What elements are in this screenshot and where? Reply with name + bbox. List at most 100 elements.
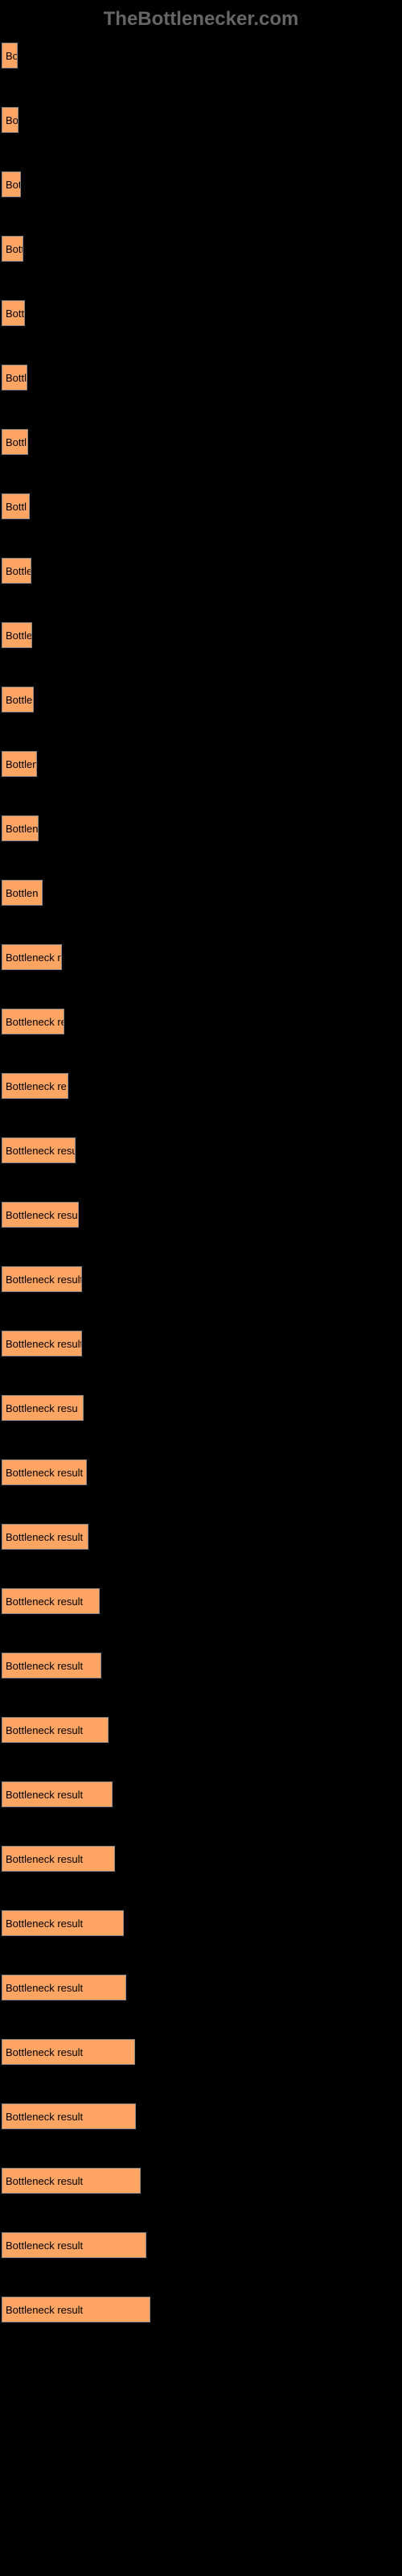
bar: Bottleneck result	[2, 1266, 82, 1292]
bar-row: Bottleneck result	[0, 1202, 402, 1228]
bar: Bottl	[2, 429, 28, 455]
bar-row: Bottle	[0, 558, 402, 584]
bar-label: Bottleneck r	[6, 952, 61, 964]
bar: Bottleneck result	[2, 2103, 136, 2129]
bar-row: Bottlen	[0, 880, 402, 906]
bar: Bottl	[2, 365, 27, 390]
bar: Bottleneck result	[2, 2297, 150, 2322]
bar-row: Bottleneck result	[0, 1975, 402, 2000]
bar-row: Bottleneck result	[0, 2039, 402, 2065]
bar: Bot	[2, 171, 21, 197]
site-title: TheBottlenecker.com	[104, 8, 299, 30]
bar: Bottleneck result	[2, 2039, 135, 2065]
bar-row: Bottleneck result	[0, 1524, 402, 1550]
bar: Bottleneck result	[2, 1588, 100, 1614]
bar: Bottleneck result	[2, 1653, 101, 1678]
bar-label: Bottleneck result	[6, 2046, 83, 2058]
bar: Bottleneck result	[2, 1331, 82, 1356]
bar-label: Bottle	[6, 694, 32, 706]
bar-label: Bottleneck result	[6, 1789, 83, 1801]
bar-label: Bott	[6, 243, 23, 255]
bar-label: Bottlen	[6, 823, 38, 835]
bar: Bottle	[2, 558, 31, 584]
bar-row: Bottleneck result	[0, 1266, 402, 1292]
bar-label: Bo	[6, 114, 18, 126]
bar-row: Bot	[0, 171, 402, 197]
bar-row: Bottleneck result	[0, 2232, 402, 2258]
bar: Bottleneck result	[2, 2168, 141, 2194]
bar-row: Bottleneck result	[0, 1717, 402, 1743]
bar-row: Bottleneck result	[0, 1910, 402, 1936]
bar-label: Bottleneck result	[6, 1274, 82, 1286]
bar-label: Bottl	[6, 372, 27, 384]
bar-label: Bottleneck resu	[6, 1402, 78, 1414]
bar-label: Bottleneck result	[6, 1531, 83, 1543]
bar: Bottlen	[2, 815, 39, 841]
bar: Bottleneck result	[2, 1781, 113, 1807]
bar-row: Bottleneck result	[0, 2168, 402, 2194]
bar-label: Bottleneck result	[6, 2111, 83, 2123]
bar-row: Bottleneck result	[0, 1781, 402, 1807]
bar-row: Bottlen	[0, 815, 402, 841]
bar: Bottleneck result	[2, 2232, 146, 2258]
bar-label: Bottleneck result	[6, 2304, 83, 2316]
bar: Bott	[2, 300, 25, 326]
bar: Bottleneck result	[2, 1137, 76, 1163]
bar-row: Bottle	[0, 622, 402, 648]
bar-row: Bottl	[0, 493, 402, 519]
bar-row: Bottl	[0, 429, 402, 455]
bar-row: Bott	[0, 300, 402, 326]
bar-row: Bottleneck result	[0, 2297, 402, 2322]
bar: Bottleneck result	[2, 1717, 109, 1743]
bar-label: Bottleneck result	[6, 1338, 82, 1350]
bar: Bottle	[2, 622, 32, 648]
bar-label: Bo	[6, 50, 18, 62]
bar-label: Bottle	[6, 565, 31, 577]
bar-label: Bottleneck result	[6, 1982, 83, 1994]
bar: Bottleneck result	[2, 1846, 115, 1872]
bar: Bo	[2, 43, 18, 68]
bar-row: Bottlen	[0, 751, 402, 777]
bar-label: Bottleneck result	[6, 1724, 83, 1736]
bar-label: Bottleneck re	[6, 1080, 67, 1092]
bar-label: Bottleneck result	[6, 1596, 83, 1608]
bar-label: Bottlen	[6, 887, 38, 899]
bar-row: Bottleneck re	[0, 1073, 402, 1099]
bar-label: Bottleneck result	[6, 1660, 83, 1672]
bar-row: Bottleneck result	[0, 1653, 402, 1678]
bar: Bottlen	[2, 751, 37, 777]
bar-label: Bott	[6, 308, 24, 320]
bar-label: Bot	[6, 179, 21, 191]
header: TheBottlenecker.com	[0, 8, 402, 31]
bar-label: Bottleneck result	[6, 1467, 83, 1479]
bar: Bottleneck result	[2, 1975, 126, 2000]
bar-row: Bottleneck result	[0, 1137, 402, 1163]
bar-label: Bottleneck resu	[6, 1016, 64, 1028]
bar: Bottleneck resu	[2, 1009, 64, 1034]
bar-row: Bo	[0, 107, 402, 133]
bar-label: Bottl	[6, 501, 27, 513]
bar-row: Bottleneck result	[0, 2103, 402, 2129]
bar-label: Bottleneck result	[6, 1918, 83, 1930]
bar: Bottleneck re	[2, 1073, 68, 1099]
bar-label: Bottleneck result	[6, 1209, 79, 1221]
bar-row: Bottleneck result	[0, 1588, 402, 1614]
bar-row: Bottleneck resu	[0, 1009, 402, 1034]
bar-label: Bottlen	[6, 758, 37, 770]
bar: Bottle	[2, 687, 34, 712]
bar: Bottleneck result	[2, 1910, 124, 1936]
bar-label: Bottl	[6, 436, 27, 448]
bar-row: Bottleneck r	[0, 944, 402, 970]
bar: Bottleneck r	[2, 944, 62, 970]
bar-row: Bottleneck result	[0, 1459, 402, 1485]
bar: Bottlen	[2, 880, 43, 906]
bar-chart: Bo Bo Bot Bott Bott Bottl Bottl Bottl Bottle Bott…	[0, 43, 402, 2322]
bar-label: Bottleneck result	[6, 2240, 83, 2252]
bar-label: Bottle	[6, 630, 32, 642]
bar-row: Bo	[0, 43, 402, 68]
bar-row: Bottleneck result	[0, 1331, 402, 1356]
bar: Bo	[2, 107, 18, 133]
bar-row: Bottleneck resu	[0, 1395, 402, 1421]
bar-label: Bottleneck result	[6, 1853, 83, 1865]
bar: Bottleneck result	[2, 1202, 79, 1228]
